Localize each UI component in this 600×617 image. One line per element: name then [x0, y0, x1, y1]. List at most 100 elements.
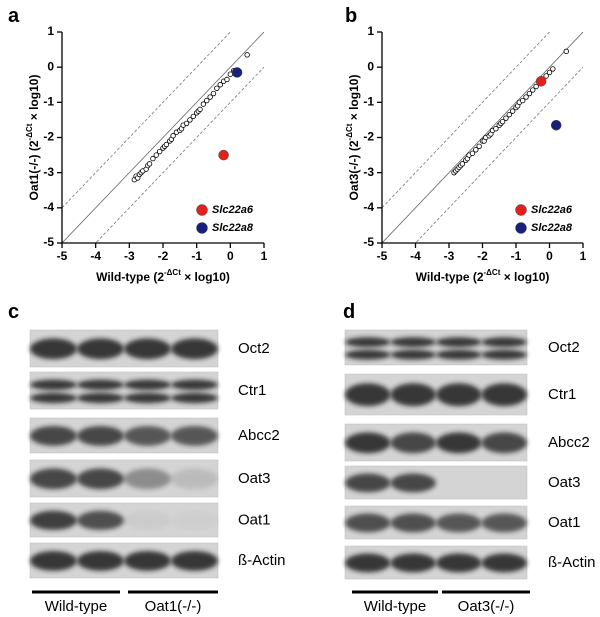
blot-band — [345, 513, 391, 533]
blot-band — [77, 468, 124, 490]
x-tick-label: -3 — [124, 249, 135, 263]
blot-band — [481, 349, 527, 360]
blot-band — [481, 432, 527, 454]
blot-row-label: Oat3 — [238, 470, 271, 487]
data-point — [210, 90, 217, 97]
blot-band — [481, 383, 527, 407]
blot-band — [390, 349, 436, 360]
blot-row-label: Oct2 — [548, 339, 580, 356]
blot-band — [390, 383, 436, 407]
x-tick-label: -1 — [191, 249, 202, 263]
blot-row-label: Abcc2 — [548, 434, 590, 451]
blot-band — [124, 468, 171, 490]
y-tick-label: -2 — [363, 130, 374, 144]
panel-label: a — [8, 5, 20, 27]
data-point — [204, 97, 210, 104]
data-point — [200, 101, 207, 107]
data-point — [183, 120, 190, 127]
x-axis-label: Wild-type (2-ΔCt × log10) — [416, 268, 550, 284]
blot-band — [30, 425, 77, 446]
highlight-point — [550, 119, 562, 131]
data-point — [190, 113, 196, 120]
data-point — [506, 111, 512, 118]
panel-label: b — [345, 5, 357, 27]
blot-band — [124, 510, 171, 531]
reference-line — [414, 66, 583, 243]
blot-band — [481, 513, 527, 533]
blot-band — [390, 513, 436, 533]
data-point — [207, 94, 213, 100]
blot-band — [77, 550, 124, 571]
y-axis-label: Oat1(-/-) (2-ΔCt × log10) — [25, 75, 41, 201]
x-tick-label: -2 — [477, 249, 488, 263]
data-point — [187, 117, 193, 123]
x-tick-label: -5 — [57, 249, 68, 263]
data-point — [476, 143, 482, 149]
blot-band — [436, 349, 482, 360]
panel-label: c — [8, 301, 19, 323]
data-point — [523, 94, 529, 100]
blot-band — [124, 550, 171, 571]
y-tick-label: -2 — [43, 130, 54, 144]
y-tick-label: -3 — [43, 165, 54, 179]
group-label: Oat3(-/-) — [458, 598, 515, 615]
label-part: × log10) — [181, 270, 230, 284]
blot-row-label: ß-Actin — [548, 554, 596, 571]
data-point — [526, 90, 533, 97]
x-tick-label: 1 — [261, 249, 268, 263]
blot-band — [345, 553, 391, 573]
x-tick-label: 1 — [580, 249, 587, 263]
blot-band — [436, 383, 482, 407]
data-point — [550, 66, 556, 72]
highlight-point — [535, 75, 547, 87]
y-tick-label: -5 — [363, 235, 374, 249]
data-point — [459, 161, 466, 167]
y-tick-label: -1 — [363, 95, 374, 109]
y-tick-label: -4 — [43, 200, 54, 214]
y-tick-label: 0 — [47, 59, 54, 73]
data-point — [244, 52, 250, 58]
panel-label: d — [343, 301, 355, 323]
blot-band — [171, 425, 218, 446]
data-point — [473, 147, 479, 153]
blot-row-label: Oat3 — [548, 474, 581, 491]
legend-label: Slc22a6 — [531, 204, 573, 216]
blot-band — [171, 550, 218, 571]
label-part: Oat1(-/-) (2 — [27, 140, 41, 200]
x-tick-label: -2 — [158, 249, 169, 263]
data-point — [563, 48, 569, 55]
data-point — [224, 76, 230, 83]
data-point — [520, 97, 526, 104]
blot-band — [30, 392, 77, 404]
group-label: Oat1(-/-) — [145, 598, 202, 615]
data-point — [214, 85, 220, 91]
blot-band — [30, 550, 77, 571]
data-point — [150, 155, 156, 162]
x-tick-label: -4 — [90, 249, 101, 263]
y-tick-label: -5 — [43, 235, 54, 249]
blot-band — [481, 337, 527, 348]
blot-band — [345, 432, 391, 454]
y-tick-label: 1 — [367, 24, 374, 38]
blot-band — [390, 473, 436, 493]
label-part: Wild-type (2 — [416, 270, 484, 284]
legend-label: Slc22a6 — [212, 204, 254, 216]
data-point — [170, 133, 176, 139]
x-tick-label: -3 — [444, 249, 455, 263]
data-point — [546, 69, 553, 76]
blot-band — [124, 379, 171, 390]
data-point — [530, 87, 536, 93]
blot-band — [436, 337, 482, 348]
x-tick-label: -1 — [511, 249, 522, 263]
blot-band — [124, 392, 171, 404]
blot-row-label: Oat1 — [548, 514, 581, 531]
legend-marker — [196, 222, 208, 234]
reference-line — [62, 32, 264, 243]
data-point — [533, 83, 539, 90]
data-point — [493, 126, 499, 132]
blot-band — [171, 379, 218, 390]
blot-row-label: Oct2 — [238, 340, 270, 357]
legend-marker — [515, 222, 527, 234]
blot-band — [77, 425, 124, 446]
